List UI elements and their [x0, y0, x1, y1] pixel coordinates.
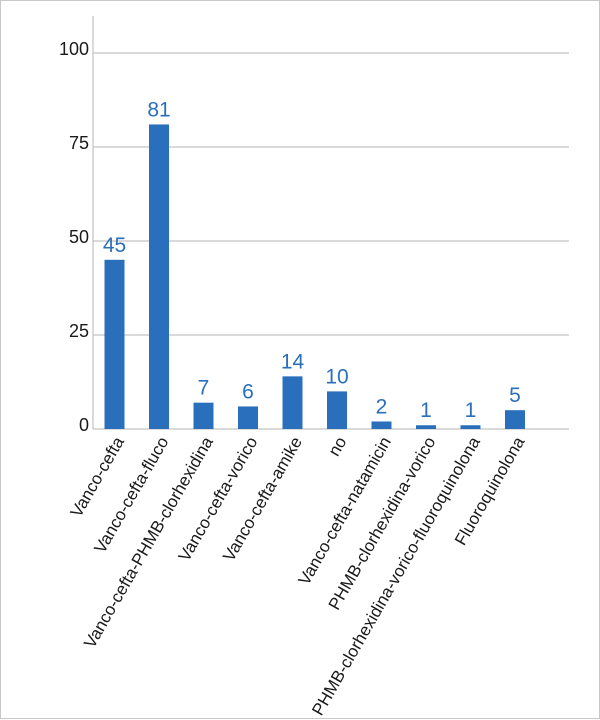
data-label: 2 — [376, 395, 388, 418]
bar — [505, 410, 525, 429]
category-label: no — [325, 434, 351, 460]
y-tick-label: 100 — [59, 39, 89, 59]
data-label: 6 — [242, 380, 254, 403]
y-tick-label: 75 — [69, 133, 89, 153]
category-label: PHMB-clorhexidina-vorico-fluoroquinolona — [308, 433, 484, 719]
bar — [149, 124, 169, 429]
bar — [460, 425, 481, 429]
data-label: 1 — [465, 399, 477, 422]
bar — [104, 259, 125, 429]
category-label: Vanco-cefta-amike — [219, 434, 306, 565]
bar — [371, 421, 392, 429]
data-label: 1 — [420, 399, 432, 422]
bar — [416, 425, 436, 429]
data-label: 14 — [281, 350, 305, 373]
y-tick-label: 50 — [69, 227, 89, 247]
y-tick-label: 25 — [69, 321, 89, 341]
data-label: 5 — [509, 384, 521, 407]
data-label: 10 — [325, 365, 348, 388]
bar — [282, 376, 303, 429]
category-label: Vanco-cefta-vorico — [175, 434, 262, 565]
bar — [193, 402, 214, 429]
data-label: 45 — [103, 234, 126, 257]
bar — [238, 406, 258, 429]
bar — [327, 391, 347, 429]
data-label: 81 — [147, 98, 170, 121]
y-tick-label: 0 — [79, 415, 89, 435]
data-label: 7 — [198, 377, 210, 400]
